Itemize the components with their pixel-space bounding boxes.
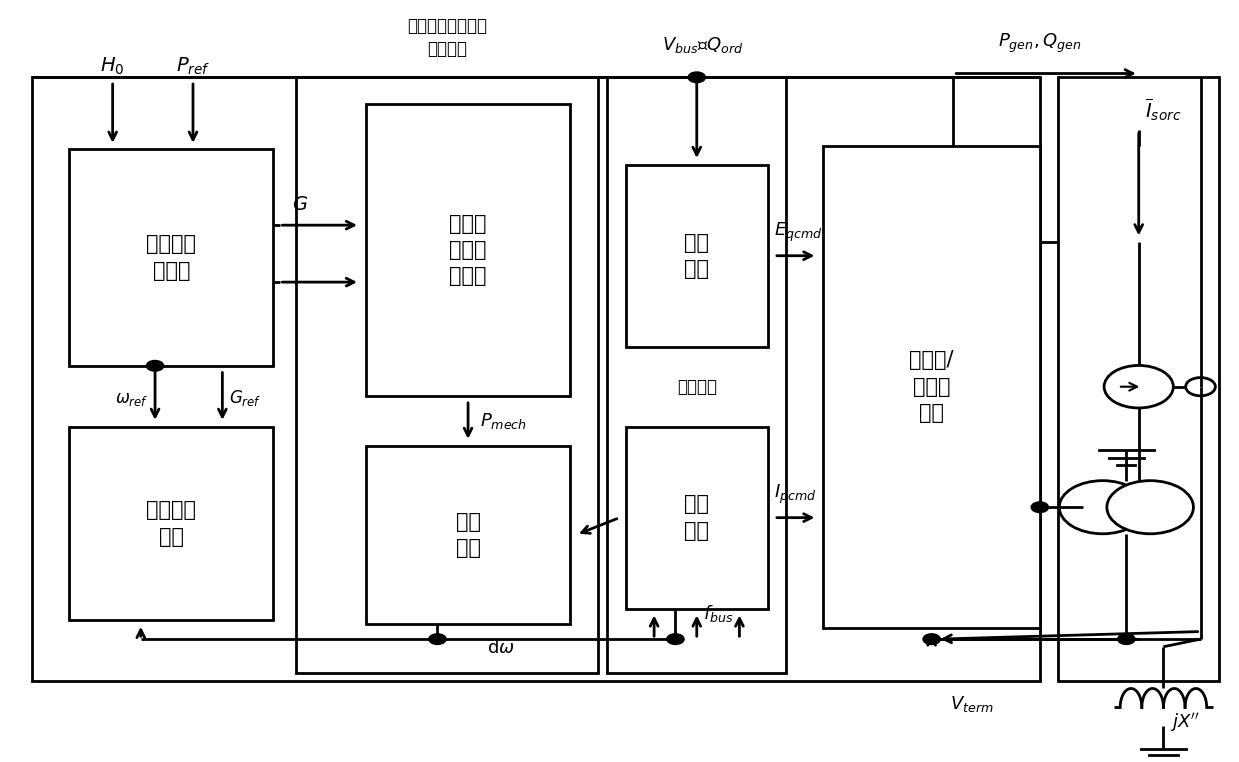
Text: 水力、水泵水轮机
及其控制: 水力、水泵水轮机 及其控制 bbox=[408, 17, 487, 59]
FancyBboxPatch shape bbox=[626, 427, 768, 609]
Text: $P_{ref}$: $P_{ref}$ bbox=[176, 56, 211, 77]
Circle shape bbox=[1031, 502, 1048, 513]
FancyBboxPatch shape bbox=[366, 104, 570, 396]
FancyBboxPatch shape bbox=[366, 446, 570, 624]
Text: $G_{ref}$: $G_{ref}$ bbox=[228, 388, 261, 408]
Text: 电气控制: 电气控制 bbox=[676, 378, 717, 395]
Text: $\overline{I}_{sorc}$: $\overline{I}_{sorc}$ bbox=[1145, 97, 1181, 123]
Circle shape bbox=[1059, 481, 1146, 534]
Circle shape bbox=[1106, 481, 1193, 534]
Text: $\omega_{ref}$: $\omega_{ref}$ bbox=[115, 391, 149, 408]
Text: $jX''$: $jX''$ bbox=[1170, 711, 1199, 734]
Text: $P_{gen},Q_{gen}$: $P_{gen},Q_{gen}$ bbox=[999, 31, 1082, 55]
Circle shape bbox=[1186, 378, 1215, 395]
FancyBboxPatch shape bbox=[824, 146, 1040, 628]
Text: $\mathrm{d}\omega$: $\mathrm{d}\omega$ bbox=[487, 639, 514, 657]
Text: $G$: $G$ bbox=[292, 195, 309, 214]
Text: $V_{bus}$或$Q_{ord}$: $V_{bus}$或$Q_{ord}$ bbox=[662, 34, 743, 55]
Text: $E_{qcmd}$: $E_{qcmd}$ bbox=[774, 221, 823, 245]
Circle shape bbox=[667, 634, 684, 645]
Text: 转速及导
叶优化: 转速及导 叶优化 bbox=[146, 235, 196, 281]
FancyBboxPatch shape bbox=[69, 149, 274, 366]
Text: 水动态
及水泵
水轮机: 水动态 及水泵 水轮机 bbox=[450, 213, 487, 287]
Text: $H_0$: $H_0$ bbox=[100, 56, 125, 77]
Text: 无功
控制: 无功 控制 bbox=[684, 232, 709, 279]
Text: 有功
控制: 有功 控制 bbox=[684, 495, 709, 541]
Text: $P_{mech}$: $P_{mech}$ bbox=[481, 411, 528, 431]
FancyBboxPatch shape bbox=[69, 427, 274, 620]
Text: 转子
模型: 转子 模型 bbox=[456, 511, 481, 558]
Circle shape bbox=[1118, 634, 1135, 645]
Text: 发电机/
换流器
模型: 发电机/ 换流器 模型 bbox=[909, 351, 954, 423]
Circle shape bbox=[429, 634, 446, 645]
Circle shape bbox=[688, 72, 705, 82]
FancyBboxPatch shape bbox=[626, 165, 768, 347]
Text: $I_{pcmd}$: $I_{pcmd}$ bbox=[774, 483, 817, 506]
Text: 调速器及
导叶: 调速器及 导叶 bbox=[146, 500, 196, 546]
Text: $V_{term}$: $V_{term}$ bbox=[950, 693, 994, 714]
Circle shape bbox=[146, 360, 164, 371]
Circle shape bbox=[1104, 366, 1173, 408]
Text: $f_{bus}$: $f_{bus}$ bbox=[703, 603, 733, 624]
Circle shape bbox=[923, 634, 940, 645]
